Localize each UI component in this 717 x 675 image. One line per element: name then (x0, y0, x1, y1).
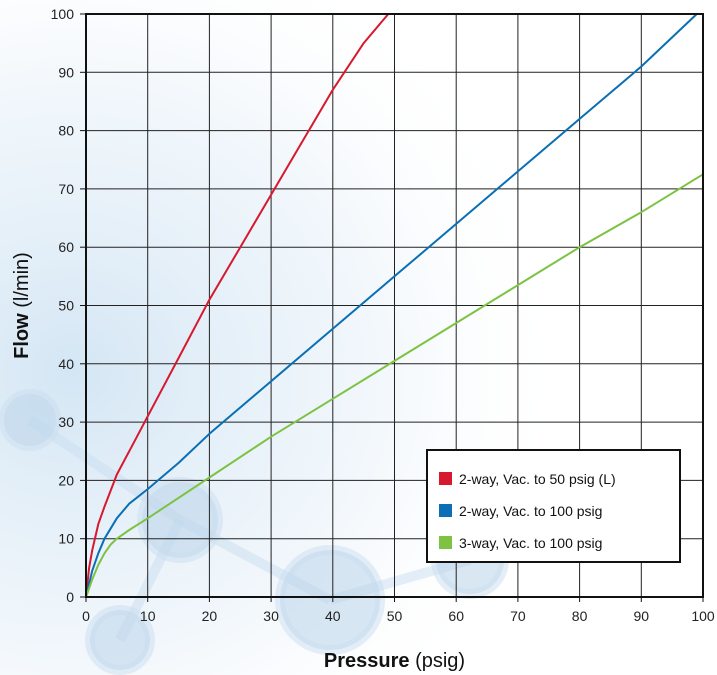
x-tick-label-5: 50 (387, 608, 403, 624)
x-tick-label-7: 70 (510, 608, 526, 624)
legend-swatch-green (439, 536, 452, 549)
x-tick-label-0: 0 (82, 608, 90, 624)
y-tick-label-4: 40 (58, 356, 74, 372)
y-axis-title-unit: (l/min) (11, 252, 33, 313)
y-tick-label-8: 80 (58, 123, 74, 139)
x-axis-title-bold: Pressure (324, 650, 410, 672)
legend-label-2way-100: 2-way, Vac. to 100 psig (459, 503, 602, 519)
x-axis-title-unit: (psig) (410, 650, 466, 672)
y-tick-label-2: 20 (58, 472, 74, 488)
y-tick-label-7: 70 (58, 181, 74, 197)
legend-swatch-red (439, 472, 452, 485)
legend-swatch-blue (439, 504, 452, 517)
x-tick-label-8: 80 (572, 608, 588, 624)
y-tick-label-6: 60 (58, 239, 74, 255)
series-line-2 (85, 173, 704, 598)
x-tick-label-3: 30 (263, 608, 279, 624)
y-tick-label-9: 90 (58, 64, 74, 80)
legend-label-2way-50: 2-way, Vac. to 50 psig (L) (459, 471, 616, 487)
x-tick-label-4: 40 (325, 608, 341, 624)
y-tick-label-10: 100 (51, 6, 75, 22)
legend-label-3way-100: 3-way, Vac. to 100 psig (459, 535, 602, 551)
series-line-1 (85, 13, 698, 598)
y-axis-title: Flow (l/min) (11, 252, 33, 359)
x-tick-label-6: 60 (448, 608, 464, 624)
series-lines (85, 13, 704, 598)
y-axis-ticks: 0 10 20 30 40 50 60 70 80 90 100 (51, 6, 86, 605)
legend-box (426, 449, 681, 563)
series-line-0 (85, 13, 390, 598)
x-tick-label-1: 10 (140, 608, 156, 624)
x-tick-label-9: 90 (634, 608, 650, 624)
y-tick-label-5: 50 (58, 298, 74, 314)
x-axis-ticks: 0 10 20 30 40 50 60 70 80 90 100 (82, 597, 715, 624)
x-tick-label-10: 100 (691, 608, 715, 624)
x-tick-label-2: 20 (202, 608, 218, 624)
y-tick-label-3: 30 (58, 414, 74, 430)
x-axis-title: Pressure (psig) (324, 650, 465, 672)
y-tick-label-1: 10 (58, 531, 74, 547)
y-tick-label-0: 0 (66, 589, 74, 605)
y-axis-title-bold: Flow (11, 313, 33, 359)
legend: 2-way, Vac. to 50 psig (L) 2-way, Vac. t… (426, 449, 681, 563)
